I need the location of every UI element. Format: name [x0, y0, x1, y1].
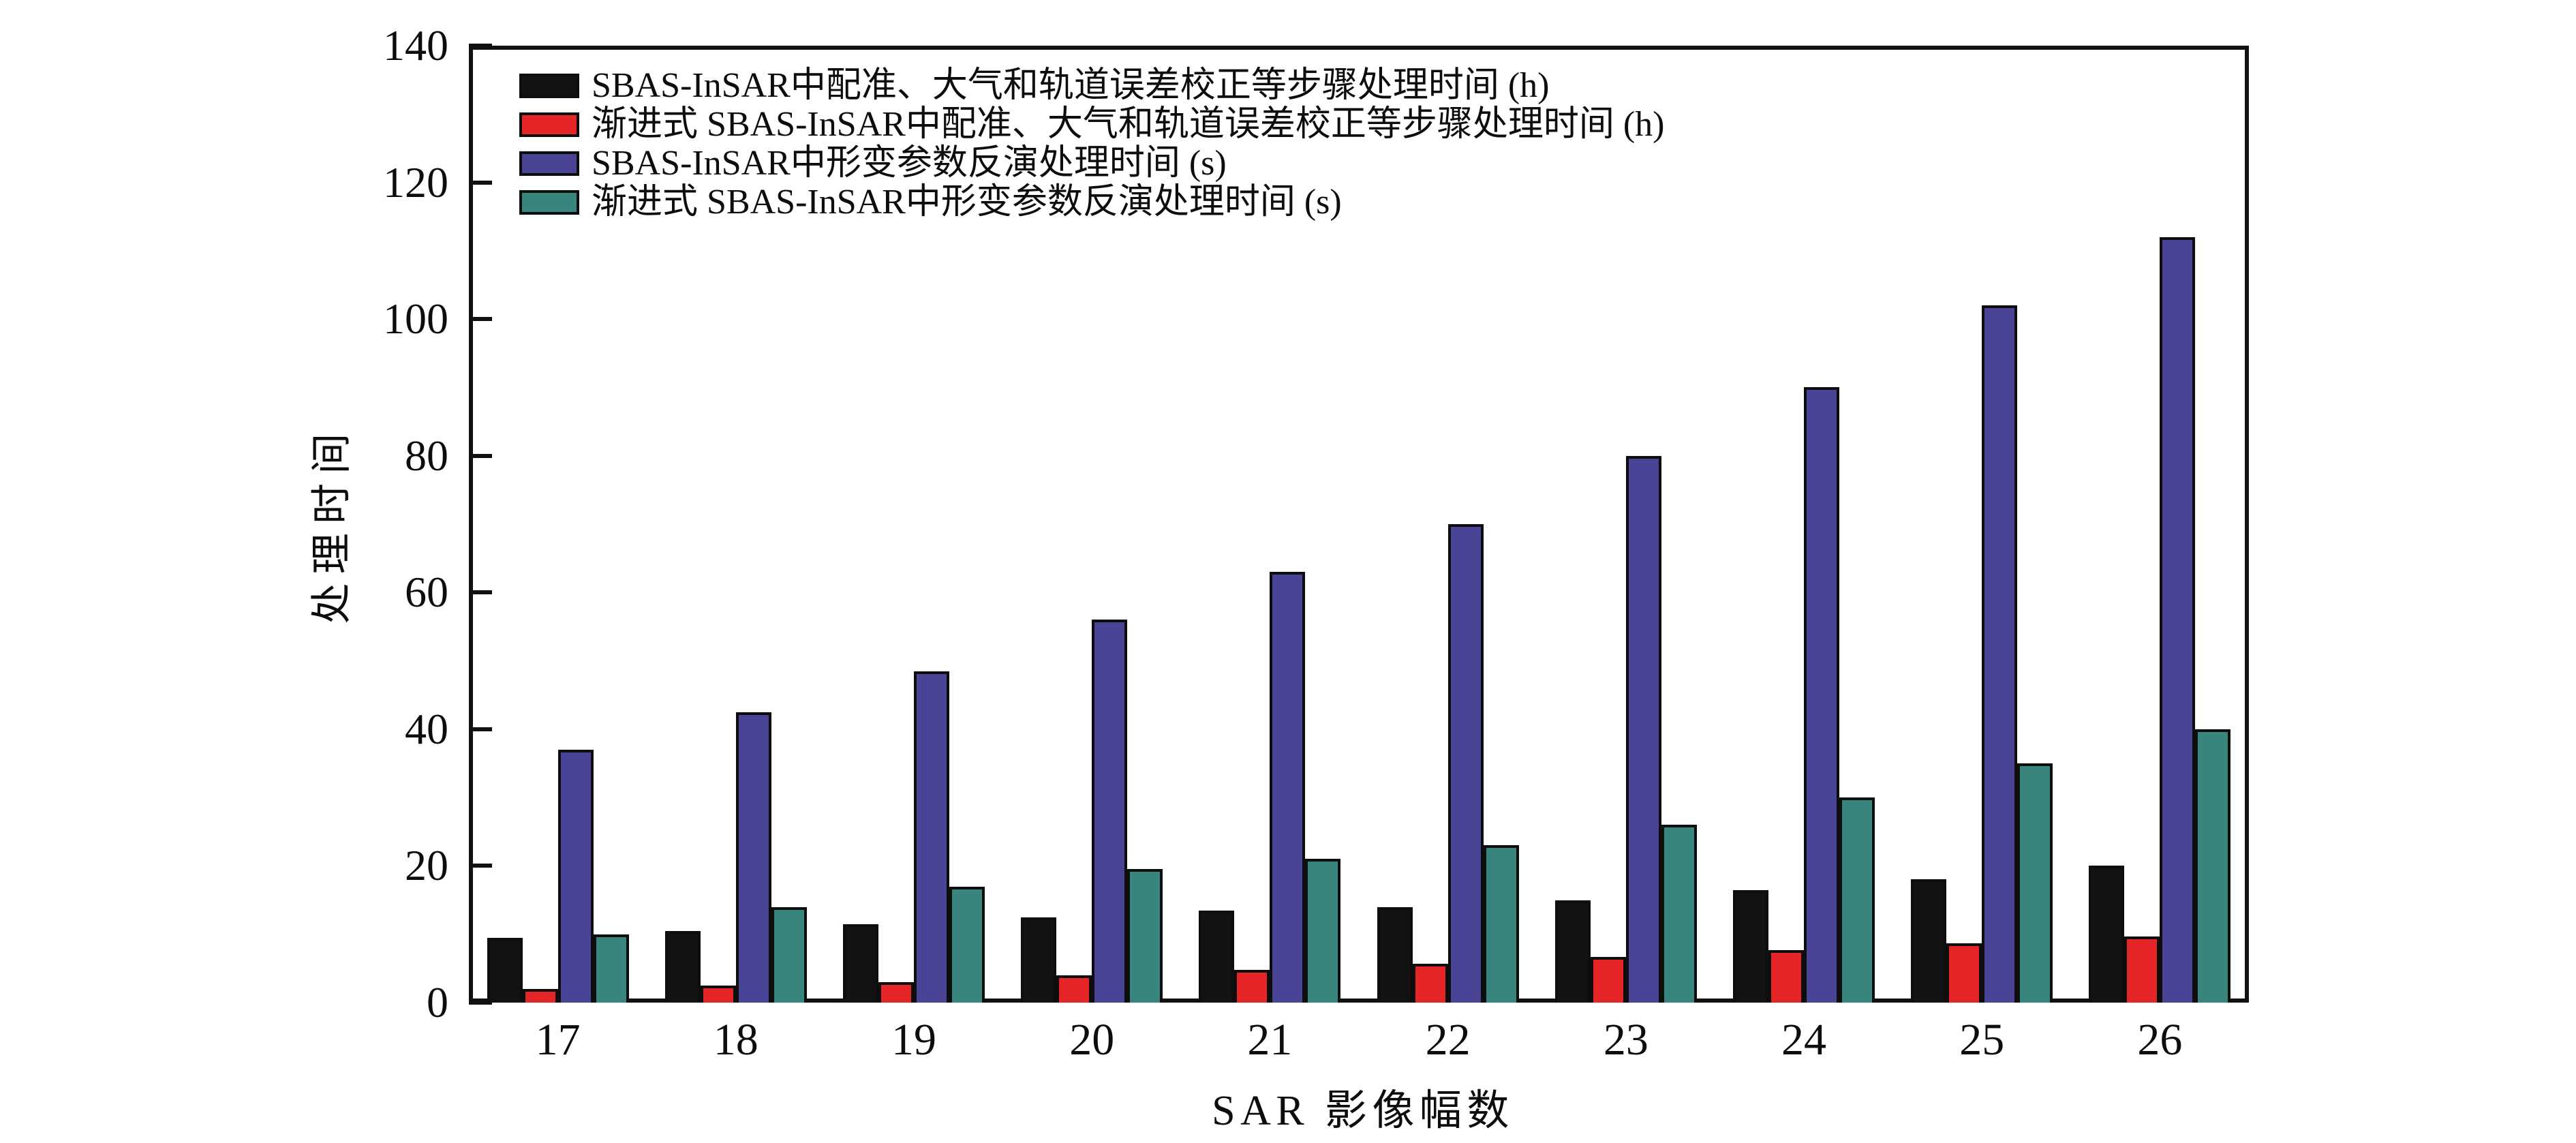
x-axis-title: SAR 影像幅数: [1212, 1088, 1514, 1134]
legend-row: 渐进式 SBAS-InSAR中形变参数反演处理时间 (s): [519, 183, 1665, 222]
bar-series2-x22: [1412, 964, 1448, 1003]
y-axis-tick: [469, 453, 492, 458]
legend-swatch-icon: [519, 190, 579, 215]
bar-group-17: 17: [469, 46, 647, 1063]
bar-series2-x23: [1590, 957, 1626, 1003]
y-axis-tick-label: 60: [405, 568, 448, 617]
bar-series4-x18: [771, 907, 807, 1003]
y-axis-tick: [469, 590, 492, 595]
bar-series1-x24: [1733, 890, 1769, 1003]
legend-row: SBAS-InSAR中形变参数反演处理时间 (s): [519, 144, 1665, 183]
bar-group-24: 24: [1715, 46, 1892, 1063]
bar-series2-x20: [1056, 975, 1092, 1003]
x-axis-tick-label: 20: [1069, 1015, 1115, 1065]
bar-group-26: 26: [2071, 46, 2249, 1063]
bar-series3-x23: [1625, 456, 1661, 1003]
x-axis-tick-label: 18: [713, 1015, 758, 1065]
bar-series3-x25: [1982, 305, 2018, 1003]
x-axis-tick-label: 22: [1425, 1015, 1471, 1065]
bar-series4-x19: [949, 887, 985, 1003]
bar-group-20: 20: [1003, 46, 1181, 1063]
bar-group-21: 21: [1181, 46, 1359, 1063]
bar-group-23: 23: [1537, 46, 1715, 1063]
legend: SBAS-InSAR中配准、大气和轨道误差校正等步骤处理时间 (h) 渐进式 SB…: [519, 66, 1665, 222]
bar-group-25: 25: [1893, 46, 2071, 1063]
y-axis-tick-label: 20: [405, 841, 448, 890]
bar-series3-x17: [557, 750, 594, 1003]
bar-series3-x24: [1804, 387, 1840, 1003]
bar-series2-x17: [522, 989, 558, 1003]
bar-series1-x21: [1199, 911, 1235, 1003]
y-axis-tick: [469, 44, 492, 48]
bar-group-18: 18: [647, 46, 825, 1063]
bar-group-22: 22: [1359, 46, 1537, 1063]
y-axis-tick-label: 0: [427, 978, 448, 1026]
y-axis-tick: [469, 317, 492, 322]
bar-series3-x26: [2160, 237, 2196, 1003]
bar-series2-x18: [700, 986, 736, 1003]
legend-swatch-icon: [519, 151, 579, 176]
bar-series1-x22: [1377, 907, 1413, 1003]
bar-series1-x23: [1554, 900, 1591, 1003]
bar-series1-x25: [1911, 879, 1947, 1003]
bar-series1-x20: [1021, 917, 1057, 1003]
legend-swatch-icon: [519, 74, 579, 98]
bar-series1-x18: [664, 931, 701, 1003]
y-axis-tick-label: 120: [383, 157, 448, 207]
legend-label: SBAS-InSAR中配准、大气和轨道误差校正等步骤处理时间 (h): [592, 66, 1550, 105]
x-axis-tick-label: 25: [1959, 1015, 2005, 1065]
bar-series4-x21: [1305, 859, 1341, 1003]
y-axis-tick: [469, 727, 492, 731]
y-axis-tick-label: 100: [383, 294, 448, 344]
bar-series4-x20: [1127, 869, 1163, 1003]
bar-series4-x24: [1839, 797, 1875, 1003]
x-axis-tick-label: 21: [1247, 1015, 1293, 1065]
bar-series1-x19: [843, 924, 878, 1003]
x-axis-tick-label: 19: [891, 1015, 936, 1065]
bar-series2-x19: [878, 982, 914, 1003]
bar-series2-x25: [1946, 943, 1982, 1003]
y-axis-tick-label: 80: [405, 431, 448, 480]
legend-swatch-icon: [519, 112, 579, 137]
x-axis-tick-label: 23: [1603, 1015, 1649, 1065]
legend-label: 渐进式 SBAS-InSAR中形变参数反演处理时间 (s): [592, 183, 1342, 222]
bar-series2-x21: [1234, 970, 1270, 1003]
bar-series3-x20: [1092, 620, 1128, 1003]
legend-label: SBAS-InSAR中形变参数反演处理时间 (s): [592, 144, 1227, 183]
bar-series3-x21: [1270, 572, 1306, 1003]
y-axis-tick-label: 140: [383, 21, 448, 70]
bar-series3-x22: [1447, 524, 1484, 1003]
bar-series4-x22: [1483, 845, 1519, 1003]
y-axis-tick: [469, 180, 492, 185]
x-axis-tick-label: 26: [2137, 1015, 2183, 1065]
bar-series4-x23: [1661, 825, 1697, 1003]
legend-row: 渐进式 SBAS-InSAR中配准、大气和轨道误差校正等步骤处理时间 (h): [519, 105, 1665, 144]
bar-series2-x24: [1768, 950, 1805, 1003]
bar-series4-x17: [593, 934, 629, 1003]
legend-label: 渐进式 SBAS-InSAR中配准、大气和轨道误差校正等步骤处理时间 (h): [592, 105, 1665, 144]
x-axis-tick-label: 24: [1781, 1015, 1827, 1065]
bar-series1-x26: [2089, 866, 2125, 1003]
y-axis-tick: [469, 1001, 492, 1005]
bars-layer: 17 18 19 20 21 22 23 24 25 26: [469, 46, 2249, 1063]
legend-row: SBAS-InSAR中配准、大气和轨道误差校正等步骤处理时间 (h): [519, 66, 1665, 105]
bar-series4-x25: [2017, 763, 2053, 1003]
bar-series3-x19: [914, 671, 949, 1003]
bar-series3-x18: [735, 712, 771, 1003]
y-axis-tick-label: 40: [405, 704, 448, 753]
y-axis-tick: [469, 864, 492, 868]
bar-series2-x26: [2124, 936, 2160, 1003]
x-axis-tick-label: 17: [535, 1015, 581, 1065]
bar-series1-x17: [487, 938, 523, 1003]
bar-series4-x26: [2195, 729, 2231, 1003]
bar-group-19: 19: [825, 46, 1002, 1063]
